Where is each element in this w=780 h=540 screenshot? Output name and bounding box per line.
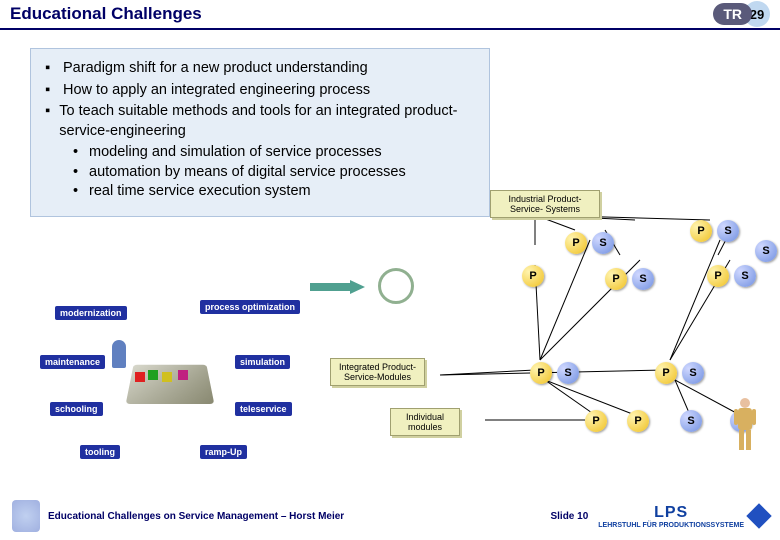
gear-icon — [378, 268, 414, 304]
s-node: S — [680, 410, 702, 432]
service-wheel: modernization process optimization maint… — [40, 300, 300, 470]
wheel-label: maintenance — [40, 355, 105, 369]
slide-title: Educational Challenges — [10, 4, 713, 24]
wheel-label: process optimization — [200, 300, 300, 314]
wheel-center-icon — [126, 365, 215, 404]
square-bullet-icon: ▪ — [45, 59, 63, 79]
worker-icon — [730, 395, 760, 455]
bullet-item: ▪ To teach suitable methods and tools fo… — [45, 102, 475, 141]
slide-number: Slide 10 — [550, 511, 588, 522]
footer: Educational Challenges on Service Manage… — [0, 500, 780, 532]
p-node: P — [655, 362, 677, 384]
tr-label: TR — [713, 3, 752, 25]
p-node: P — [530, 362, 552, 384]
p-node: P — [690, 220, 712, 242]
dot-bullet-icon: • — [73, 182, 89, 202]
footer-text: Educational Challenges on Service Manage… — [48, 511, 550, 522]
s-node: S — [755, 240, 777, 262]
person-icon — [112, 340, 126, 368]
arrow-icon — [310, 280, 370, 294]
sub-bullet-item: • real time service execution system — [73, 182, 475, 202]
bullet-item: ▪ How to apply an integrated engineering… — [45, 81, 475, 101]
ips-root-box: Industrial Product-Service- Systems — [490, 190, 600, 218]
block-icon — [178, 370, 188, 380]
wheel-label: teleservice — [235, 402, 292, 416]
sub-bullet-item: • automation by means of digital service… — [73, 163, 475, 183]
ips-leaf-box: Individual modules — [390, 408, 460, 436]
lps-logo-text: LPS — [654, 504, 688, 522]
wheel-label: tooling — [80, 445, 120, 459]
sub-bullet-text: automation by means of digital service p… — [89, 163, 406, 183]
p-node: P — [707, 265, 729, 287]
p-node: P — [605, 268, 627, 290]
bullet-text: To teach suitable methods and tools for … — [59, 102, 475, 141]
s-node: S — [682, 362, 704, 384]
block-icon — [135, 372, 145, 382]
content-panel: ▪ Paradigm shift for a new product under… — [30, 48, 490, 217]
sub-bullet-text: real time service execution system — [89, 182, 311, 202]
title-bar: Educational Challenges TR 29 — [0, 0, 780, 30]
s-node: S — [632, 268, 654, 290]
sub-bullet-item: • modeling and simulation of service pro… — [73, 143, 475, 163]
p-node: P — [585, 410, 607, 432]
s-node: S — [592, 232, 614, 254]
bullet-item: ▪ Paradigm shift for a new product under… — [45, 59, 475, 79]
lps-logo: LPS LEHRSTUHL FÜR PRODUKTIONSSYSTEME — [598, 504, 744, 529]
square-bullet-icon: ▪ — [45, 102, 59, 141]
bullet-text: How to apply an integrated engineering p… — [63, 81, 370, 101]
wheel-label: modernization — [55, 306, 127, 320]
lps-logo-subtext: LEHRSTUHL FÜR PRODUKTIONSSYSTEME — [598, 522, 744, 529]
wheel-label: ramp-Up — [200, 445, 247, 459]
s-node: S — [557, 362, 579, 384]
s-node: S — [734, 265, 756, 287]
dot-bullet-icon: • — [73, 163, 89, 183]
tr-badge: TR 29 — [713, 1, 770, 27]
diagram-area: modernization process optimization maint… — [10, 280, 770, 490]
p-node: P — [565, 232, 587, 254]
p-node: P — [522, 265, 544, 287]
wheel-label: schooling — [50, 402, 103, 416]
square-bullet-icon: ▪ — [45, 81, 63, 101]
ips-mid-box: Integrated Product-Service-Modules — [330, 358, 425, 386]
university-logo-icon — [12, 500, 40, 532]
diamond-icon — [746, 503, 771, 528]
bullet-text: Paradigm shift for a new product underst… — [63, 59, 368, 79]
sub-bullet-list: • modeling and simulation of service pro… — [73, 143, 475, 202]
s-node: S — [717, 220, 739, 242]
block-icon — [162, 372, 172, 382]
sub-bullet-text: modeling and simulation of service proce… — [89, 143, 382, 163]
p-node: P — [627, 410, 649, 432]
block-icon — [148, 370, 158, 380]
wheel-label: simulation — [235, 355, 290, 369]
dot-bullet-icon: • — [73, 143, 89, 163]
